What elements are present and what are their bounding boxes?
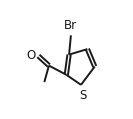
Text: S: S (80, 89, 87, 102)
Text: Br: Br (64, 19, 78, 32)
Text: O: O (26, 50, 35, 62)
